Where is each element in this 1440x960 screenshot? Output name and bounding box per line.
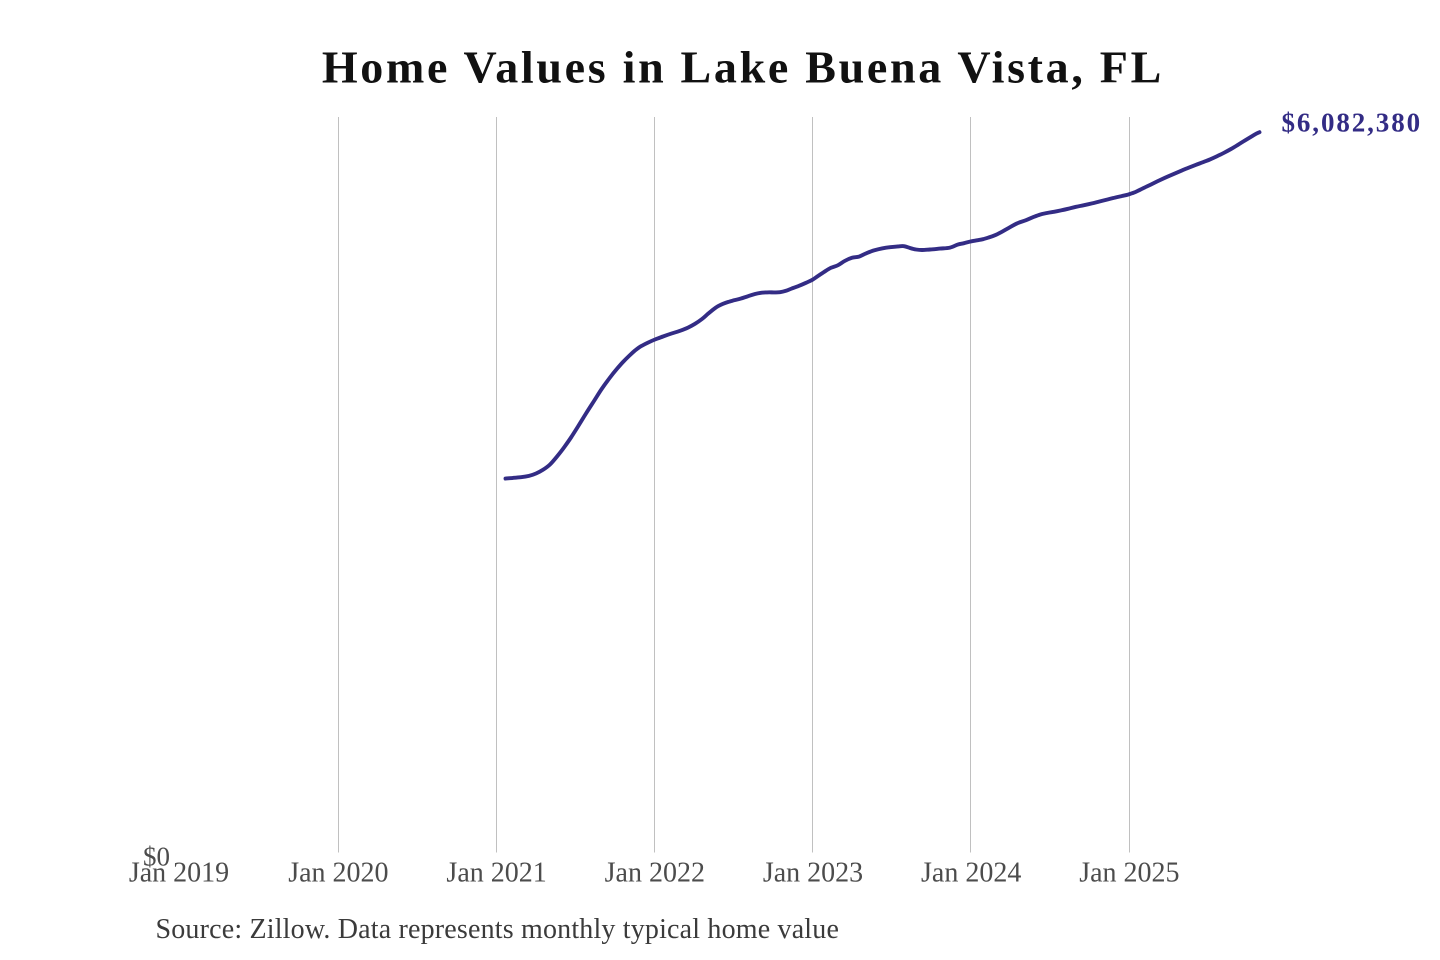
svg-text:Home Values in Lake Buena Vist: Home Values in Lake Buena Vista, FL: [322, 42, 1164, 93]
svg-text:Jan 2019: Jan 2019: [129, 858, 229, 889]
svg-text:$6,082,380: $6,082,380: [1282, 108, 1423, 138]
svg-text:Source: Zillow. Data represent: Source: Zillow. Data represents monthly …: [156, 914, 840, 945]
svg-text:Jan 2024: Jan 2024: [921, 858, 1021, 889]
svg-text:Jan 2020: Jan 2020: [288, 858, 388, 889]
svg-text:Jan 2021: Jan 2021: [446, 858, 546, 889]
svg-text:Jan 2023: Jan 2023: [763, 858, 863, 889]
svg-text:Jan 2025: Jan 2025: [1079, 858, 1179, 889]
svg-text:Jan 2022: Jan 2022: [605, 858, 705, 889]
svg-text:$0: $0: [143, 842, 170, 872]
